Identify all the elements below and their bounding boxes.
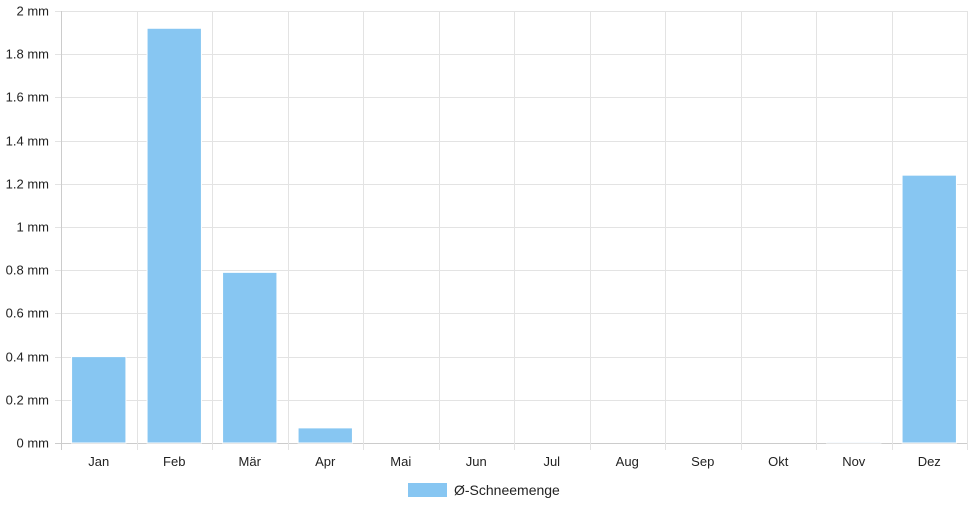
y-tick-label: 2 mm: [17, 4, 50, 19]
y-tick-label: 0.8 mm: [6, 263, 49, 278]
y-tick-label: 1.2 mm: [6, 177, 49, 192]
x-tick-label: Okt: [768, 454, 789, 469]
y-tick-label: 0.2 mm: [6, 393, 49, 408]
bar-jan: [71, 356, 127, 444]
bar-nov: [826, 441, 882, 444]
axes: 0 mm 0.2 mm 0.4 mm 0.6 mm 0.8 mm 1 mm 1.2 mm 1.…: [6, 4, 941, 470]
legend: Ø-Schneemenge: [408, 482, 560, 498]
x-tick-label: Apr: [315, 454, 336, 469]
bar-mär: [222, 271, 278, 444]
bar-feb: [146, 27, 202, 444]
y-tick-label: 1.4 mm: [6, 134, 49, 149]
x-tick-label: Mai: [390, 454, 411, 469]
x-tick-label: Dez: [918, 454, 941, 469]
x-tick-label: Nov: [842, 454, 866, 469]
legend-label-schneemenge: Ø-Schneemenge: [454, 482, 560, 498]
y-tick-label: 1.8 mm: [6, 47, 49, 62]
bars: [71, 27, 957, 444]
x-tick-label: Aug: [616, 454, 639, 469]
bar-dez: [901, 174, 957, 444]
bar-apr: [297, 427, 353, 444]
y-tick-label: 0 mm: [17, 436, 50, 451]
y-tick-label: 0.4 mm: [6, 350, 49, 365]
grid-lines: [55, 11, 968, 450]
x-tick-label: Jul: [543, 454, 560, 469]
y-tick-label: 1 mm: [17, 220, 50, 235]
y-tick-label: 0.6 mm: [6, 306, 49, 321]
y-tick-label: 1.6 mm: [6, 90, 49, 105]
legend-swatch-schneemenge: [408, 483, 447, 497]
x-tick-label: Jan: [88, 454, 109, 469]
x-tick-label: Sep: [691, 454, 714, 469]
x-tick-label: Feb: [163, 454, 185, 469]
x-tick-label: Mär: [239, 454, 262, 469]
x-tick-label: Jun: [466, 454, 487, 469]
